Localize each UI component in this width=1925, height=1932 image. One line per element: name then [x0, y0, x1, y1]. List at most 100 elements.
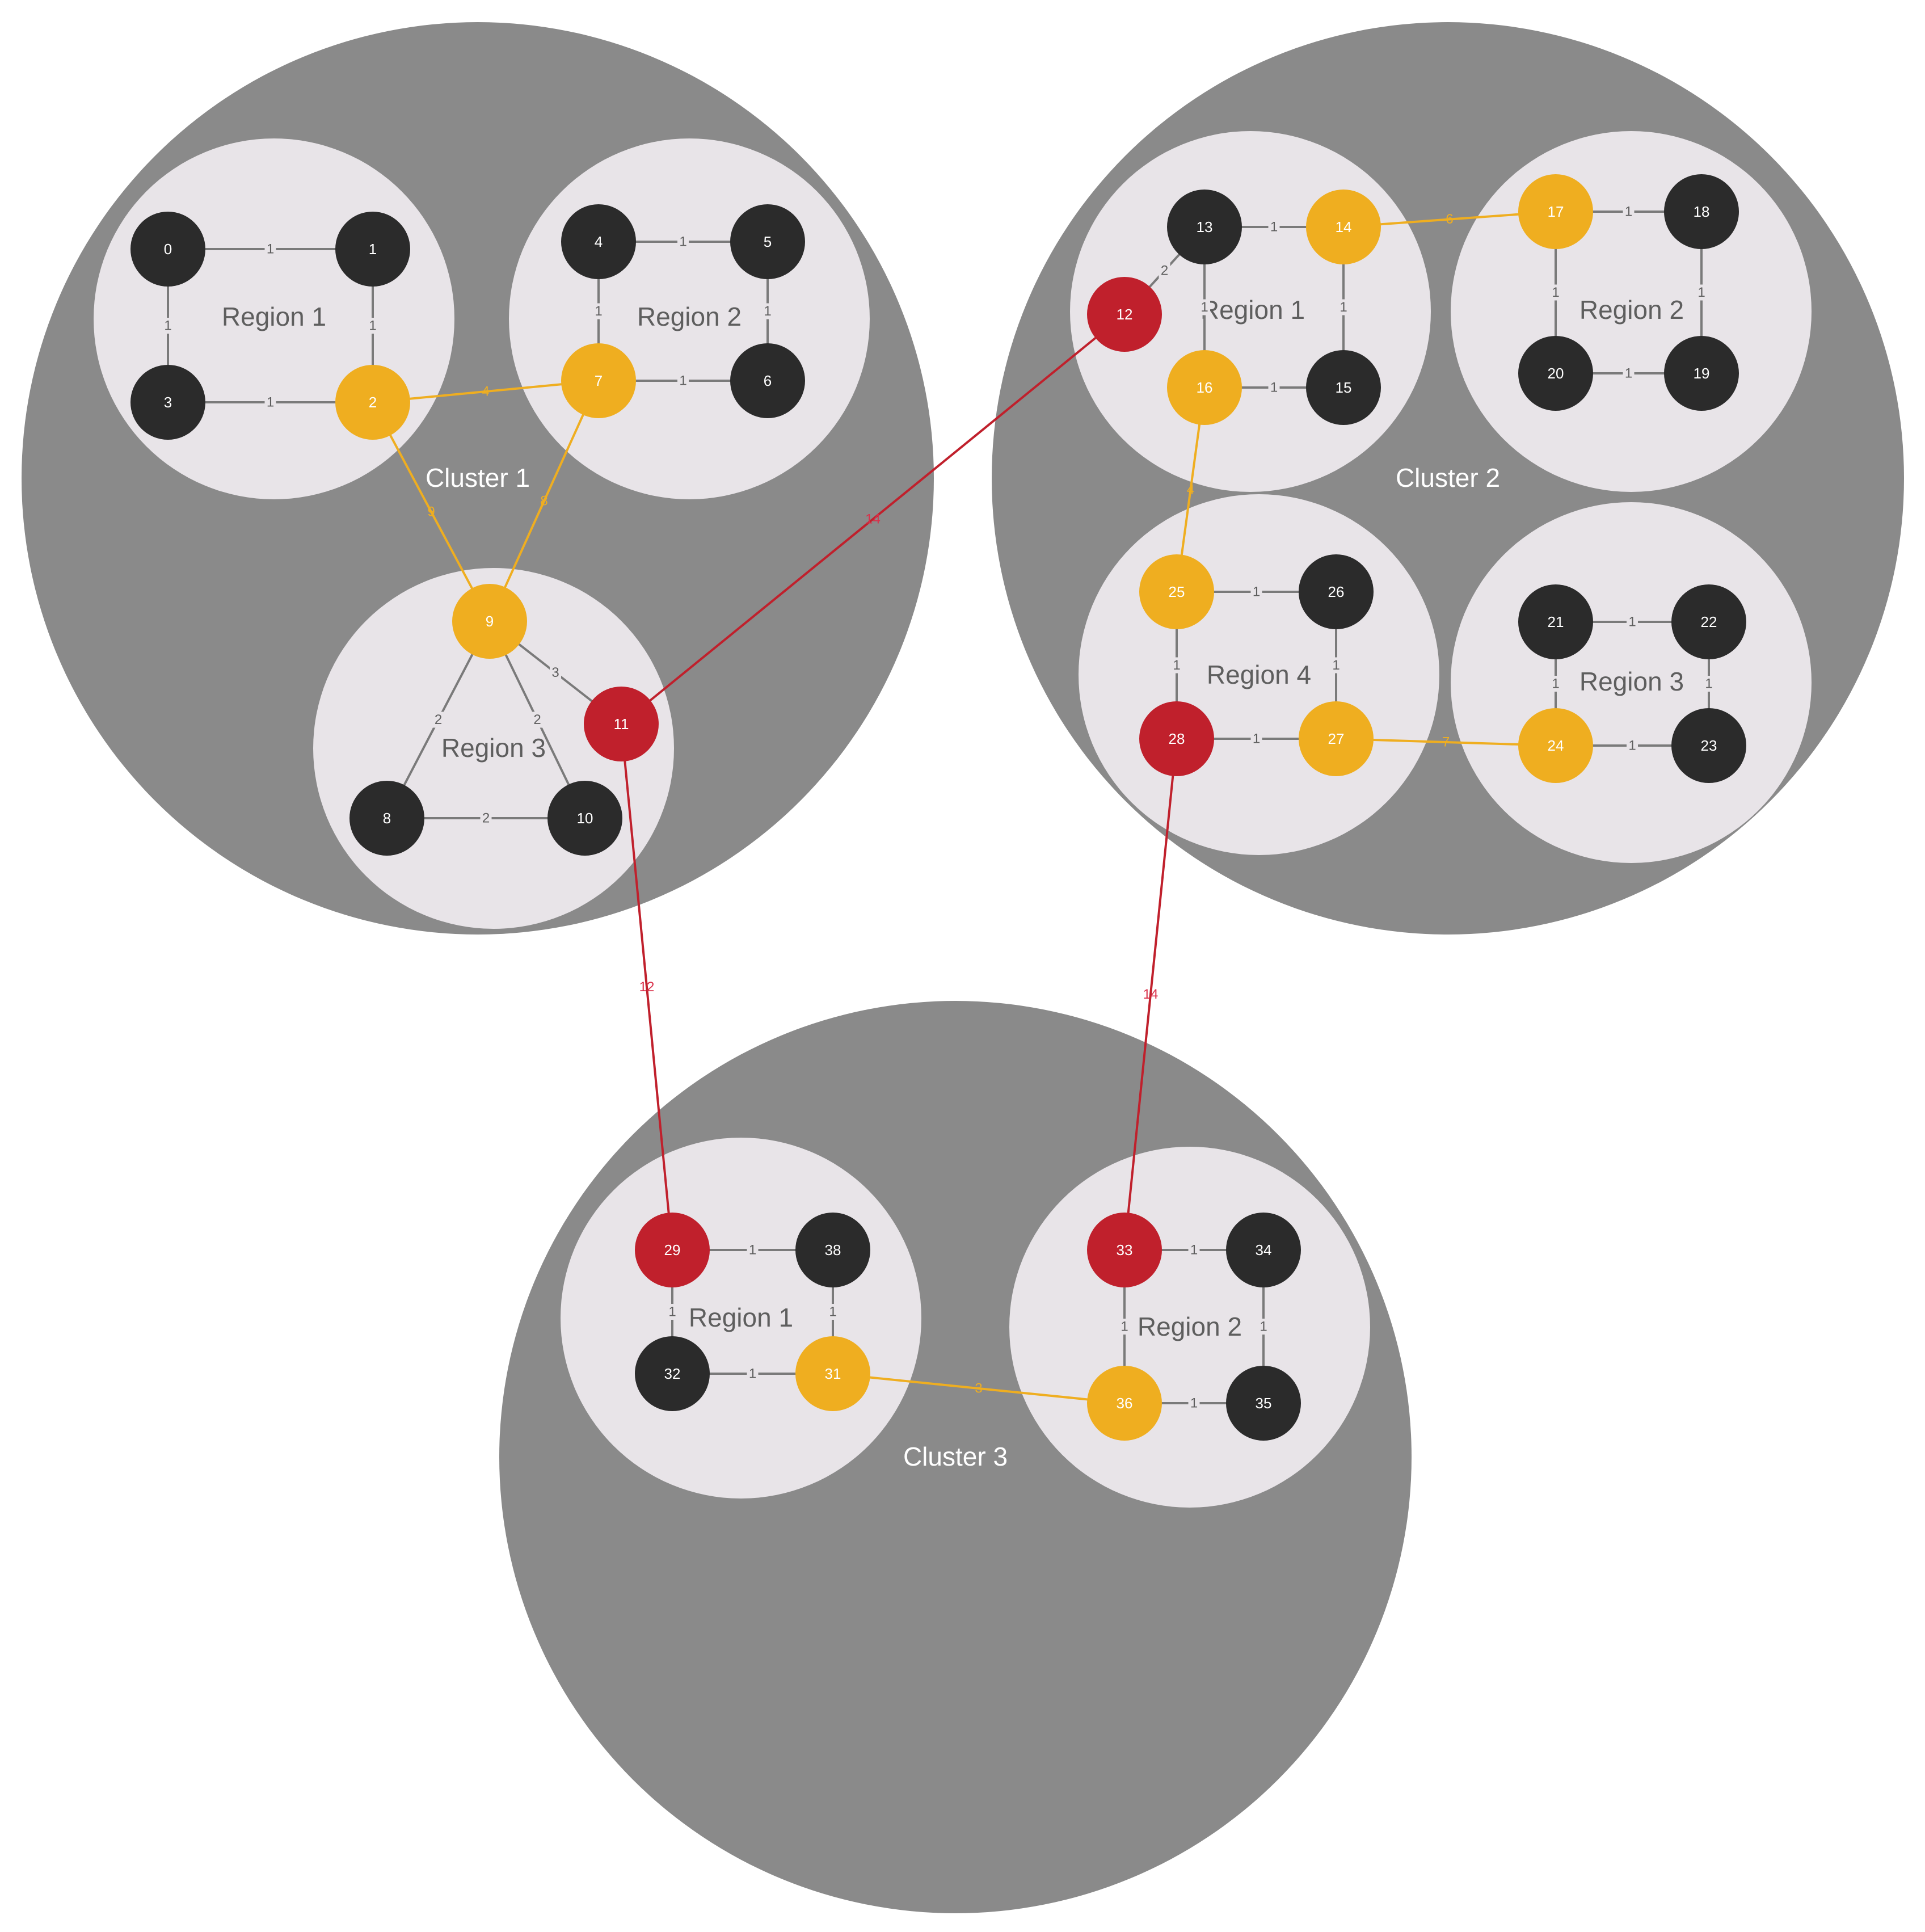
node-31[interactable]: 31: [795, 1336, 870, 1411]
node-35[interactable]: 35: [1226, 1366, 1301, 1441]
node-label: 7: [595, 372, 603, 389]
node-22[interactable]: 22: [1671, 584, 1746, 659]
node-8[interactable]: 8: [349, 781, 424, 856]
node-28[interactable]: 28: [1139, 701, 1214, 776]
node-19[interactable]: 19: [1664, 336, 1739, 411]
edge-line: [372, 380, 599, 403]
node-circle[interactable]: [730, 343, 805, 418]
node-circle[interactable]: [1167, 350, 1242, 425]
node-circle[interactable]: [1671, 584, 1746, 659]
node-5[interactable]: 5: [730, 204, 805, 279]
node-12[interactable]: 12: [1087, 277, 1162, 352]
edge-label-bg: [762, 303, 773, 319]
node-circle[interactable]: [1518, 584, 1593, 659]
edge-weight-label: 1: [668, 1304, 676, 1320]
node-circle[interactable]: [1671, 708, 1746, 783]
edge-weight-label: 1: [1190, 1243, 1198, 1258]
node-25[interactable]: 25: [1139, 554, 1214, 629]
node-circle[interactable]: [1139, 554, 1214, 629]
node-13[interactable]: 13: [1167, 190, 1242, 264]
node-circle[interactable]: [1664, 174, 1739, 249]
node-2[interactable]: 2: [335, 365, 410, 440]
edge-weight-label: 2: [1161, 263, 1168, 279]
node-16[interactable]: 16: [1167, 350, 1242, 425]
edge-weight-label: 3: [975, 1381, 982, 1396]
node-label: 2: [369, 394, 377, 411]
node-label: 8: [383, 810, 391, 827]
node-7[interactable]: 7: [561, 343, 636, 418]
node-18[interactable]: 18: [1664, 174, 1739, 249]
node-label: 32: [664, 1365, 681, 1382]
node-9[interactable]: 9: [452, 584, 527, 659]
node-circle[interactable]: [584, 687, 659, 761]
node-36[interactable]: 36: [1087, 1366, 1162, 1441]
node-29[interactable]: 29: [635, 1213, 710, 1287]
node-10[interactable]: 10: [547, 781, 622, 856]
node-circle[interactable]: [635, 1336, 710, 1411]
node-circle[interactable]: [349, 781, 424, 856]
node-circle[interactable]: [635, 1213, 710, 1287]
node-circle[interactable]: [335, 365, 410, 440]
node-1[interactable]: 1: [335, 212, 410, 287]
node-label: 16: [1197, 379, 1213, 396]
edge-label-bg: [432, 712, 444, 728]
node-circle[interactable]: [1226, 1366, 1301, 1441]
node-circle[interactable]: [1167, 190, 1242, 264]
node-0[interactable]: 0: [130, 212, 205, 287]
node-circle[interactable]: [130, 212, 205, 287]
node-circle[interactable]: [1299, 701, 1374, 776]
edge-label-bg: [1119, 1319, 1130, 1335]
node-32[interactable]: 32: [635, 1336, 710, 1411]
node-34[interactable]: 34: [1226, 1213, 1301, 1287]
node-20[interactable]: 20: [1518, 336, 1593, 411]
node-11[interactable]: 11: [584, 687, 659, 761]
node-circle[interactable]: [1087, 1366, 1162, 1441]
node-27[interactable]: 27: [1299, 701, 1374, 776]
node-33[interactable]: 33: [1087, 1213, 1162, 1287]
node-circle[interactable]: [1226, 1213, 1301, 1287]
node-4[interactable]: 4: [561, 204, 636, 279]
node-circle[interactable]: [1087, 1213, 1162, 1287]
edge-line: [620, 723, 673, 1251]
edge-label-bg: [1188, 1242, 1200, 1258]
edge-weight-label: 1: [1121, 1319, 1128, 1335]
node-circle[interactable]: [795, 1213, 870, 1287]
edge-label-bg: [1268, 380, 1280, 395]
node-circle[interactable]: [130, 365, 205, 440]
node-circle[interactable]: [452, 584, 527, 659]
node-15[interactable]: 15: [1306, 350, 1381, 425]
node-circle[interactable]: [1306, 350, 1381, 425]
node-circle[interactable]: [561, 204, 636, 279]
node-circle[interactable]: [547, 781, 622, 856]
node-21[interactable]: 21: [1518, 584, 1593, 659]
node-circle[interactable]: [795, 1336, 870, 1411]
node-6[interactable]: 6: [730, 343, 805, 418]
node-circle[interactable]: [1306, 190, 1381, 264]
node-circle[interactable]: [1139, 701, 1214, 776]
node-3[interactable]: 3: [130, 365, 205, 440]
node-circle[interactable]: [1518, 336, 1593, 411]
node-circle[interactable]: [730, 204, 805, 279]
node-circle[interactable]: [1518, 174, 1593, 249]
node-23[interactable]: 23: [1671, 708, 1746, 783]
edge-line: [1123, 738, 1178, 1251]
node-circle[interactable]: [1299, 554, 1374, 629]
edge-label-bg: [1623, 204, 1635, 220]
node-circle[interactable]: [1087, 277, 1162, 352]
edge-label-bg: [1330, 657, 1342, 674]
edge-line: [832, 1373, 1125, 1404]
node-24[interactable]: 24: [1518, 708, 1593, 783]
node-label: 1: [369, 241, 377, 258]
edge-label-bg: [1258, 1319, 1269, 1335]
node-circle[interactable]: [561, 343, 636, 418]
node-26[interactable]: 26: [1299, 554, 1374, 629]
node-circle[interactable]: [1664, 336, 1739, 411]
node-14[interactable]: 14: [1306, 190, 1381, 264]
node-17[interactable]: 17: [1518, 174, 1593, 249]
edge-weight-label: 14: [865, 512, 881, 527]
node-38[interactable]: 38: [795, 1213, 870, 1287]
node-label: 33: [1117, 1241, 1133, 1258]
node-circle[interactable]: [335, 212, 410, 287]
node-circle[interactable]: [1518, 708, 1593, 783]
